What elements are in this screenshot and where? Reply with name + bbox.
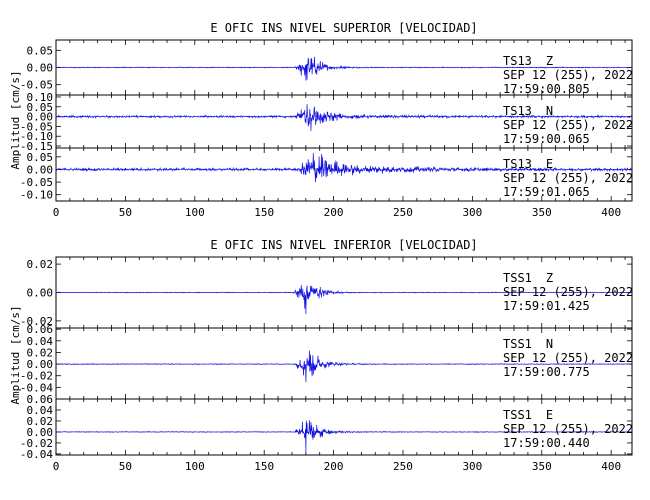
y-tick-label: -0.10 bbox=[20, 130, 53, 143]
waveform-trace bbox=[55, 56, 633, 81]
y-tick-label: -0.02 bbox=[20, 437, 53, 450]
x-tick-label: 0 bbox=[53, 460, 60, 473]
y-tick-label: -0.02 bbox=[20, 315, 53, 328]
y-tick-label: 0.00 bbox=[27, 111, 54, 124]
y-tick-label: 0.04 bbox=[27, 335, 54, 348]
station-code: TS13 bbox=[503, 157, 532, 171]
component-code: Z bbox=[546, 271, 553, 285]
y-tick-label: -0.04 bbox=[20, 381, 53, 394]
y-tick-label: 0.02 bbox=[27, 346, 54, 359]
x-tick-label: 300 bbox=[462, 206, 482, 219]
panel-frame bbox=[55, 147, 633, 202]
component-code: N bbox=[546, 104, 553, 118]
y-tick-label: 0.00 bbox=[27, 163, 54, 176]
date-label: SEP 12 (255), 2022 bbox=[503, 285, 633, 299]
waveform-trace bbox=[55, 104, 633, 131]
station-code: TSS1 bbox=[503, 408, 532, 422]
time-label: 17:59:01.425 bbox=[503, 299, 590, 313]
x-tick-label: 250 bbox=[393, 460, 413, 473]
time-label: 17:59:01.065 bbox=[503, 185, 590, 199]
x-tick-label: 400 bbox=[601, 206, 621, 219]
station-component-label: TS13 N bbox=[503, 104, 553, 118]
x-tick-label: 200 bbox=[324, 460, 344, 473]
y-tick-label: -0.04 bbox=[20, 448, 53, 461]
station-code: TS13 bbox=[503, 54, 532, 68]
y-tick-label: 0.06 bbox=[27, 323, 54, 336]
y-tick-label: 0.02 bbox=[27, 258, 54, 271]
waveform-trace bbox=[55, 420, 633, 453]
chart-1: E OFIC INS NIVEL SUPERIOR [VELOCIDAD] Amp… bbox=[9, 21, 633, 219]
y-tick-label: 0.00 bbox=[27, 287, 54, 300]
y-tick-label: 0.00 bbox=[27, 426, 54, 439]
y-tick-label: 0.00 bbox=[27, 358, 54, 371]
chart-title: E OFIC INS NIVEL INFERIOR [VELOCIDAD] bbox=[210, 238, 477, 252]
x-tick-label: 400 bbox=[601, 460, 621, 473]
station-code: TSS1 bbox=[503, 271, 532, 285]
x-tick-label: 350 bbox=[532, 460, 552, 473]
y-tick-label: -0.05 bbox=[20, 120, 53, 133]
y-tick-label: -0.05 bbox=[20, 79, 53, 92]
x-tick-label: 0 bbox=[53, 206, 60, 219]
y-tick-label: 0.06 bbox=[27, 393, 54, 406]
date-label: SEP 12 (255), 2022 bbox=[503, 171, 633, 185]
chart-2: E OFIC INS NIVEL INFERIOR [VELOCIDAD] Amp… bbox=[9, 238, 633, 473]
x-tick-label: 300 bbox=[462, 460, 482, 473]
station-code: TS13 bbox=[503, 104, 532, 118]
waveform-trace bbox=[55, 285, 633, 315]
y-tick-label: 0.04 bbox=[27, 404, 54, 417]
component-code: E bbox=[546, 408, 553, 422]
y-tick-label: 0.05 bbox=[27, 151, 54, 164]
y-tick-label: 0.00 bbox=[27, 62, 54, 75]
y-tick-label: -0.05 bbox=[20, 176, 53, 189]
date-label: SEP 12 (255), 2022 bbox=[503, 422, 633, 436]
y-tick-label: -0.15 bbox=[20, 140, 53, 153]
x-tick-label: 250 bbox=[393, 206, 413, 219]
y-tick-label: 0.05 bbox=[27, 101, 54, 114]
station-code: TSS1 bbox=[503, 337, 532, 351]
x-tick-label: 150 bbox=[254, 206, 274, 219]
x-tick-label: 50 bbox=[119, 460, 132, 473]
x-tick-label: 150 bbox=[254, 460, 274, 473]
date-label: SEP 12 (255), 2022 bbox=[503, 68, 633, 82]
station-component-label: TSS1 Z bbox=[503, 271, 553, 285]
station-component-label: TS13 Z bbox=[503, 54, 553, 68]
y-axis-label: Amplitud [cm/s] bbox=[9, 70, 22, 169]
time-label: 17:59:00.805 bbox=[503, 82, 590, 96]
date-label: SEP 12 (255), 2022 bbox=[503, 118, 633, 132]
time-label: 17:59:00.440 bbox=[503, 436, 590, 450]
y-tick-label: 0.02 bbox=[27, 415, 54, 428]
time-label: 17:59:00.775 bbox=[503, 365, 590, 379]
y-tick-label: 0.05 bbox=[27, 44, 54, 57]
component-code: Z bbox=[546, 54, 553, 68]
station-component-label: TSS1 E bbox=[503, 408, 553, 422]
component-code: N bbox=[546, 337, 553, 351]
x-tick-label: 200 bbox=[324, 206, 344, 219]
y-tick-label: -0.02 bbox=[20, 370, 53, 383]
y-tick-label: -0.10 bbox=[20, 189, 53, 202]
x-tick-label: 100 bbox=[185, 460, 205, 473]
station-component-label: TS13 E bbox=[503, 157, 553, 171]
chart-title: E OFIC INS NIVEL SUPERIOR [VELOCIDAD] bbox=[210, 21, 477, 35]
time-label: 17:59:00.065 bbox=[503, 132, 590, 146]
component-code: E bbox=[546, 157, 553, 171]
station-component-label: TSS1 N bbox=[503, 337, 553, 351]
panel-frame bbox=[55, 398, 633, 456]
x-tick-label: 50 bbox=[119, 206, 132, 219]
date-label: SEP 12 (255), 2022 bbox=[503, 351, 633, 365]
y-axis-label: Amplitud [cm/s] bbox=[9, 305, 22, 404]
x-tick-label: 350 bbox=[532, 206, 552, 219]
y-tick-label: 0.10 bbox=[27, 91, 54, 104]
waveform-trace bbox=[55, 350, 632, 383]
waveform-trace bbox=[55, 152, 633, 183]
x-tick-label: 100 bbox=[185, 206, 205, 219]
